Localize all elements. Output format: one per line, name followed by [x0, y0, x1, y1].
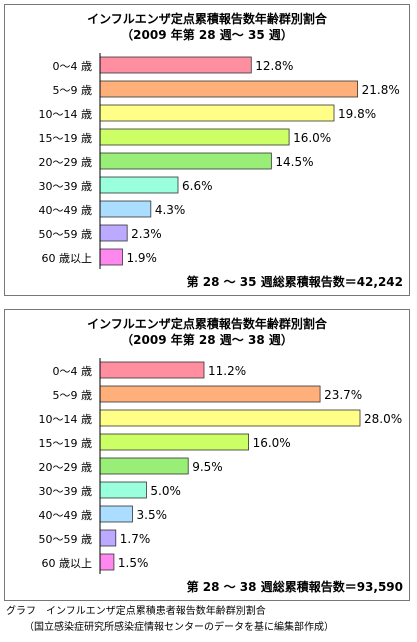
chart-1-value-label: 6.6% [182, 179, 213, 193]
chart-2-value-label: 9.5% [192, 460, 223, 474]
chart-1-category-label: 5～9 歳 [53, 84, 93, 97]
chart-2-category-label: 50～59 歳 [39, 533, 93, 546]
chart-1-value-label: 14.5% [275, 155, 313, 169]
chart-2-bar [99, 505, 133, 523]
chart-1-value-label: 12.8% [255, 59, 293, 73]
chart-2-value-label: 16.0% [253, 436, 291, 450]
chart-1-value-label: 2.3% [131, 227, 162, 241]
chart-2-value-label: 28.0% [364, 412, 402, 426]
chart-1-bar [99, 56, 252, 74]
chart-2-category-label: 10～14 歳 [39, 413, 93, 426]
figure-caption: グラフ インフルエンザ定点累積患者報告数年齢群別割合 [6, 606, 266, 617]
chart-1-value-label: 4.3% [155, 203, 186, 217]
chart-2-svg: インフルエンザ定点累積報告数年齢群別割合（2009 年第 28 週～ 38 週）… [39, 316, 404, 594]
chart-1-category-label: 20～29 歳 [39, 156, 93, 169]
chart-1-category-label: 40～49 歳 [39, 204, 93, 217]
chart-2-bar [99, 361, 205, 379]
chart-1-bar [99, 224, 128, 242]
chart-2-value-label: 3.5% [137, 508, 168, 522]
chart-2-subtitle: （2009 年第 28 週～ 38 週） [121, 332, 293, 347]
chart-2-bar [99, 481, 147, 499]
chart-2-bar [99, 409, 361, 427]
chart-2-value-label: 1.5% [118, 556, 149, 570]
chart-1-value-label: 21.8% [362, 83, 400, 97]
chart-2-category-label: 0～4 歳 [53, 365, 93, 378]
chart-2-bar [99, 457, 189, 475]
chart-1-bar [99, 128, 290, 146]
chart-2-title: インフルエンザ定点累積報告数年齢群別割合 [87, 316, 328, 331]
chart-2-bar [99, 529, 117, 547]
chart-1-category-label: 30～39 歳 [39, 180, 93, 193]
chart-2-value-label: 11.2% [208, 364, 246, 378]
chart-1-bar [99, 152, 272, 170]
chart-1-bar [99, 80, 359, 98]
chart-2-value-label: 1.7% [120, 532, 150, 546]
chart-1-total-note: 第 28 ～ 35 週総累積報告数＝42,242 [187, 274, 403, 289]
chart-2-value-label: 23.7% [324, 388, 362, 402]
chart-1-value-label: 16.0% [293, 131, 331, 145]
figure-source-note: （国立感染症研究所感染症情報センターのデータを基に編集部作成） [24, 622, 334, 633]
chart-1-category-label: 0～4 歳 [53, 60, 93, 73]
chart-1-bar [99, 200, 152, 218]
chart-panel-1: インフルエンザ定点累積報告数年齢群別割合 （2009 年第 28 週～ 35 週）… [4, 4, 410, 296]
chart-2-value-label: 5.0% [150, 484, 181, 498]
chart-2-bar [99, 385, 321, 403]
chart-1-value-label: 19.8% [338, 107, 376, 121]
chart-1-subtitle: （2009 年第 28 週～ 35 週） [121, 27, 293, 42]
chart-1-bar [99, 248, 123, 266]
chart-2-category-label: 20～29 歳 [39, 461, 93, 474]
chart-2-category-label: 40～49 歳 [39, 509, 93, 522]
chart-1-category-label: 15～19 歳 [39, 132, 93, 145]
chart-1-bar [99, 176, 179, 194]
chart-1-title: インフルエンザ定点累積報告数年齢群別割合 [87, 11, 328, 26]
chart-2-category-label: 15～19 歳 [39, 437, 93, 450]
chart-2-category-label: 30～39 歳 [39, 485, 93, 498]
chart-panel-2: インフルエンザ定点累積報告数年齢群別割合 （2009 年第 28 週～ 38 週）… [4, 309, 410, 601]
chart-2-bar [99, 553, 115, 571]
chart-1-category-label: 60 歳以上 [42, 252, 93, 265]
chart-1-category-label: 10～14 歳 [39, 108, 93, 121]
chart-2-category-label: 5～9 歳 [53, 389, 93, 402]
chart-2-category-label: 60 歳以上 [42, 557, 93, 570]
chart-1-value-label: 1.9% [126, 251, 157, 265]
chart-1-category-label: 50～59 歳 [39, 228, 93, 241]
chart-2-bar [99, 433, 249, 451]
chart-1-bar [99, 104, 335, 122]
chart-2-total-note: 第 28 ～ 38 週総累積報告数＝93,590 [187, 579, 403, 594]
chart-1-svg: インフルエンザ定点累積報告数年齢群別割合（2009 年第 28 週～ 35 週）… [39, 11, 404, 289]
